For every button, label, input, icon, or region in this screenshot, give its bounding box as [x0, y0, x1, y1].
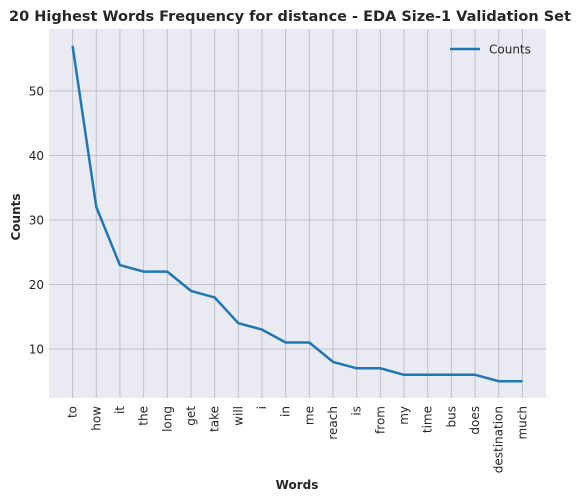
x-axis-label: Words	[276, 478, 319, 492]
y-axis-label: Counts	[9, 193, 23, 240]
y-tick-labels: 10 20 30 40 50	[29, 84, 44, 356]
x-tick-label: bus	[444, 406, 458, 427]
x-tick-label: does	[468, 406, 482, 435]
x-tick-label: get	[184, 406, 198, 426]
x-tick-label: much	[515, 406, 529, 440]
x-tick-label: the	[137, 406, 151, 426]
x-tick-label: to	[66, 406, 80, 418]
x-tick-label: destination	[492, 406, 506, 473]
x-tick-label: i	[255, 406, 269, 409]
x-tick-label: will	[231, 406, 245, 426]
x-tick-label: long	[160, 406, 174, 432]
grid-lines	[49, 29, 546, 398]
y-tick-label: 30	[29, 213, 44, 227]
x-tick-labels: to how it the long get take will i in me reach is fro…	[66, 406, 530, 474]
y-tick-label: 50	[29, 84, 44, 98]
legend-label-counts: Counts	[489, 43, 531, 57]
y-tick-label: 10	[29, 342, 44, 356]
x-tick-label: time	[421, 406, 435, 433]
x-tick-label: in	[279, 406, 293, 417]
chart-title: 20 Highest Words Frequency for distance …	[9, 9, 571, 25]
x-tick-label: me	[302, 406, 316, 425]
series-line-counts	[71, 45, 523, 383]
x-tick-label: how	[89, 406, 103, 431]
x-tick-label: reach	[326, 406, 340, 440]
series-lines	[71, 45, 523, 383]
x-tick-label: is	[350, 406, 364, 416]
y-tick-label: 40	[29, 149, 44, 163]
x-tick-label: take	[208, 406, 222, 432]
y-tick-label: 20	[29, 278, 44, 292]
legend: Counts	[450, 43, 531, 57]
x-tick-label: my	[397, 406, 411, 425]
x-tick-label: it	[113, 406, 127, 414]
x-tick-label: from	[373, 406, 387, 434]
